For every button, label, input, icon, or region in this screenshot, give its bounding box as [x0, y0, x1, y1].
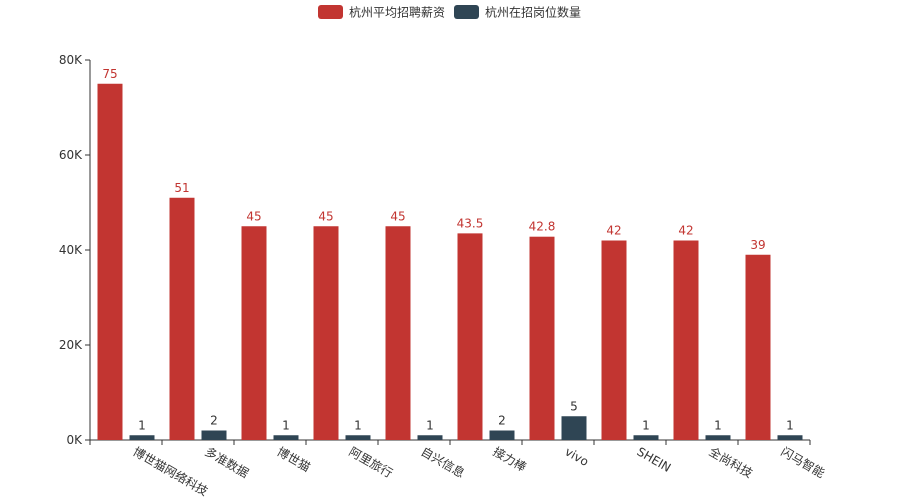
bar-series-1 — [169, 197, 195, 440]
data-label-series-1: 42 — [606, 224, 621, 238]
bars — [97, 83, 803, 440]
y-tick-label: 40K — [59, 243, 83, 257]
data-label-series-2: 1 — [714, 418, 722, 432]
data-label-series-2: 1 — [282, 418, 290, 432]
data-label-series-1: 51 — [174, 181, 189, 195]
bar-series-2 — [345, 435, 371, 440]
bar-series-1 — [529, 236, 555, 440]
y-tick-label: 20K — [59, 338, 83, 352]
legend-label-1: 杭州平均招聘薪资 — [349, 5, 445, 20]
data-label-series-2: 1 — [354, 418, 362, 432]
x-category-label: 多准数据 — [203, 444, 252, 481]
y-tick-label: 0K — [66, 433, 83, 447]
data-label-series-1: 43.5 — [457, 216, 484, 230]
y-axis: 0K 20K 40K 60K 80K — [59, 53, 91, 447]
data-label-series-2: 1 — [786, 418, 794, 432]
data-label-series-2: 5 — [570, 399, 578, 413]
bar-series-2 — [273, 435, 299, 440]
y-tick-label: 80K — [59, 53, 83, 67]
x-category-label: 博世猫 — [275, 444, 314, 475]
x-category-label: 自兴信息 — [419, 444, 468, 481]
bar-series-1 — [673, 240, 699, 440]
y-tick-label: 60K — [59, 148, 83, 162]
bar-series-1 — [601, 240, 627, 440]
data-label-series-2: 1 — [426, 418, 434, 432]
bar-series-2 — [129, 435, 155, 440]
data-label-series-2: 1 — [642, 418, 650, 432]
bar-series-2 — [633, 435, 659, 440]
legend-swatch-2 — [454, 5, 479, 19]
x-category-label: 接力棒 — [491, 444, 530, 475]
data-label-series-1: 75 — [102, 67, 117, 81]
legend-label-2: 杭州在招岗位数量 — [485, 5, 581, 20]
data-label-series-2: 2 — [498, 414, 506, 428]
bar-series-2 — [201, 430, 227, 440]
bar-series-2 — [417, 435, 443, 440]
x-category-label: 博世猫网络科技 — [131, 444, 211, 499]
bar-series-1 — [97, 83, 123, 440]
x-category-label: vivo — [563, 444, 592, 469]
data-label-series-1: 45 — [318, 209, 333, 223]
x-category-label: 全尚科技 — [707, 444, 756, 481]
bar-series-1 — [745, 254, 771, 440]
bar-series-2 — [489, 430, 515, 440]
legend-swatch-1 — [318, 5, 343, 19]
x-category-label: 闪马智能 — [779, 444, 828, 481]
data-label-series-1: 42 — [678, 224, 693, 238]
data-label-series-1: 45 — [246, 209, 261, 223]
data-label-series-1: 42.8 — [529, 220, 556, 234]
data-label-series-1: 39 — [750, 238, 765, 252]
data-label-series-2: 2 — [210, 414, 218, 428]
bar-series-1 — [241, 226, 267, 440]
x-category-label: SHEIN — [635, 444, 674, 474]
data-label-series-1: 45 — [390, 209, 405, 223]
bar-series-2 — [561, 416, 587, 440]
bar-series-1 — [385, 226, 411, 440]
bar-series-1 — [313, 226, 339, 440]
bar-series-2 — [777, 435, 803, 440]
bar-series-2 — [705, 435, 731, 440]
x-category-label: 阿里旅行 — [347, 444, 396, 480]
legend: 杭州平均招聘薪资 杭州在招岗位数量 — [318, 5, 581, 20]
data-label-series-2: 1 — [138, 418, 146, 432]
bar-series-1 — [457, 233, 483, 440]
